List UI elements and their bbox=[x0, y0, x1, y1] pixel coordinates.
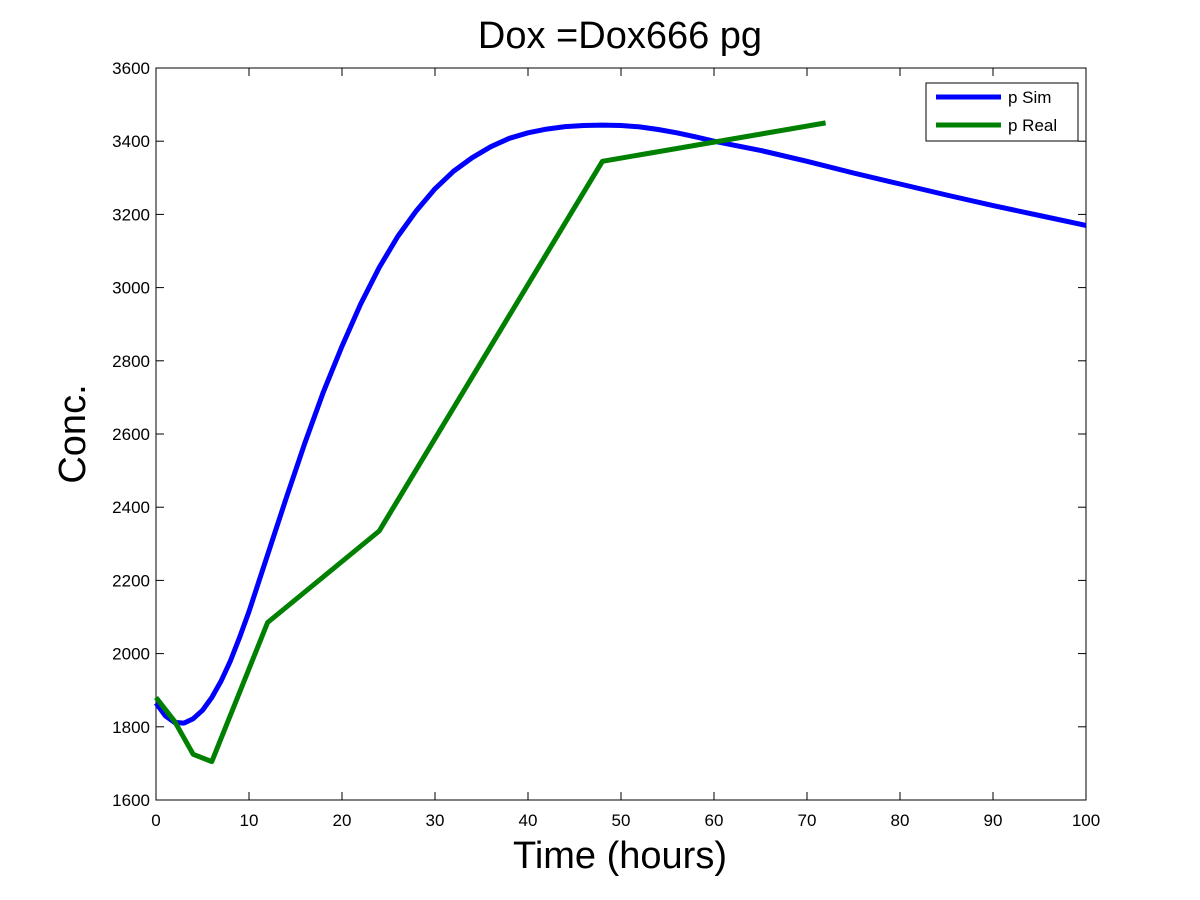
y-tick-label: 3600 bbox=[112, 59, 150, 78]
legend: p Sim p Real bbox=[925, 82, 1079, 142]
x-tick-label: 70 bbox=[798, 811, 817, 830]
x-tick-label: 90 bbox=[984, 811, 1003, 830]
x-axis-label: Time (hours) bbox=[513, 835, 727, 877]
y-tick-label: 2200 bbox=[112, 571, 150, 590]
series-layer bbox=[153, 120, 1087, 765]
x-tick-label: 20 bbox=[333, 811, 352, 830]
x-tick-label: 100 bbox=[1072, 811, 1100, 830]
y-tick-label: 3400 bbox=[112, 132, 150, 151]
legend-label-p-real: p Real bbox=[1008, 116, 1057, 135]
series-line-p-sim bbox=[153, 122, 1087, 726]
x-tick-label: 60 bbox=[705, 811, 724, 830]
x-tick-label: 40 bbox=[519, 811, 538, 830]
y-tick-label: 1800 bbox=[112, 718, 150, 737]
y-tick-label: 3200 bbox=[112, 205, 150, 224]
chart-title: Dox =Dox666 pg bbox=[478, 15, 762, 57]
axes-frame bbox=[155, 67, 1087, 801]
y-axis-label: Conc. bbox=[52, 384, 94, 483]
series-line-p-real bbox=[154, 120, 827, 765]
y-tick-label: 2600 bbox=[112, 425, 150, 444]
x-tick-label: 30 bbox=[426, 811, 445, 830]
y-tick-label: 2800 bbox=[112, 352, 150, 371]
legend-label-p-sim: p Sim bbox=[1008, 88, 1051, 107]
plot-area bbox=[155, 67, 1087, 801]
x-tick-label: 0 bbox=[151, 811, 160, 830]
y-tick-label: 3000 bbox=[112, 279, 150, 298]
y-tick-label: 2000 bbox=[112, 645, 150, 664]
x-axis: 0 10 20 30 40 50 60 70 80 90 100 bbox=[151, 68, 1100, 830]
y-tick-label: 2400 bbox=[112, 498, 150, 517]
y-axis: 1600 1800 2000 2200 2400 2600 2800 3000 3200 3400… bbox=[112, 59, 1086, 810]
x-tick-label: 50 bbox=[612, 811, 631, 830]
x-tick-label: 10 bbox=[240, 811, 259, 830]
x-tick-label: 80 bbox=[891, 811, 910, 830]
legend-box bbox=[925, 82, 1079, 142]
y-tick-label: 1600 bbox=[112, 791, 150, 810]
